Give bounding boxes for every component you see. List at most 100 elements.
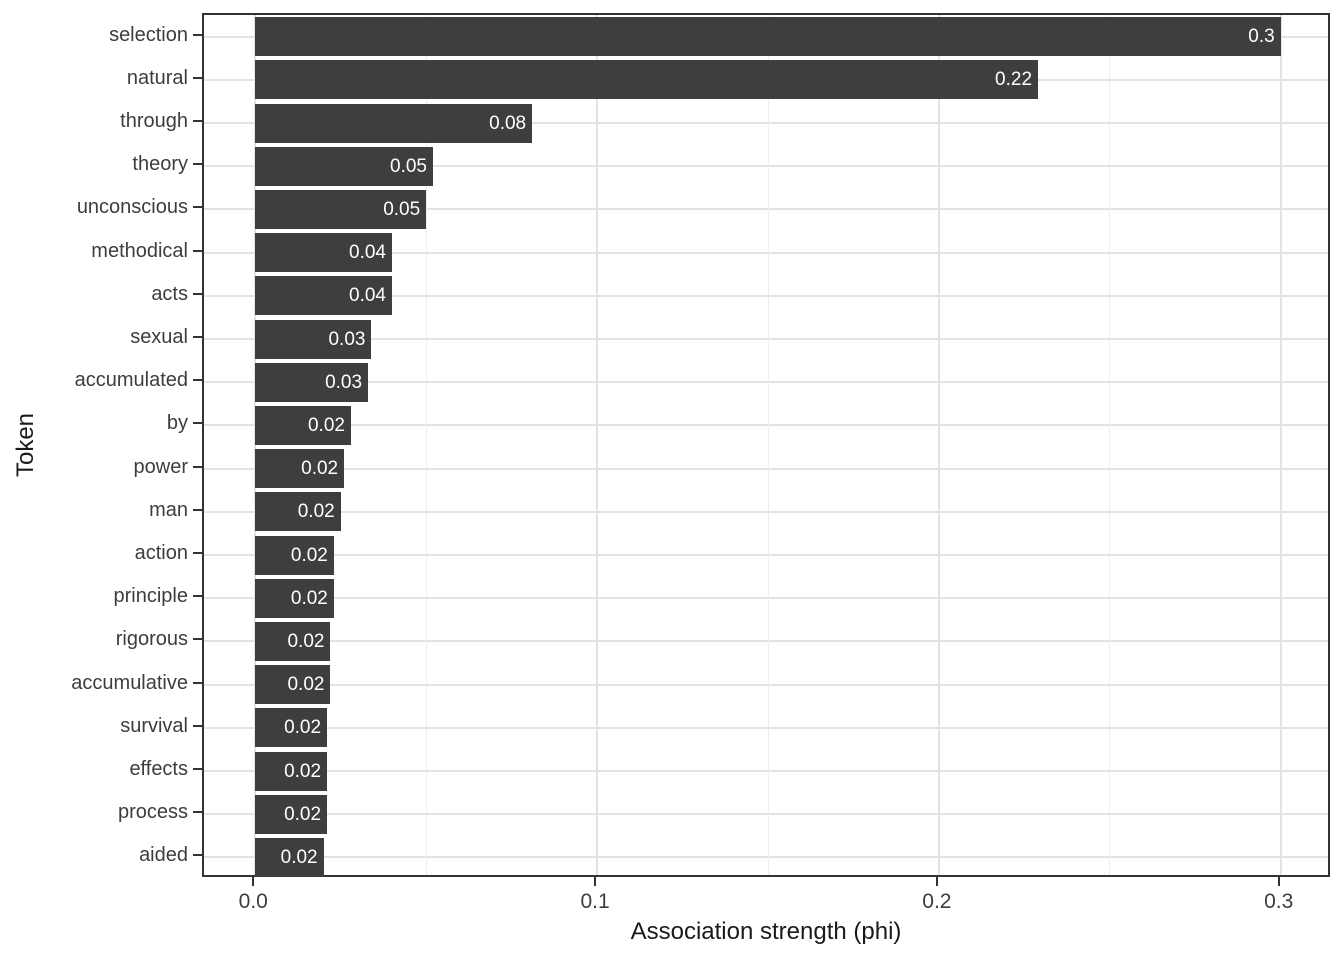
bar-value-label: 0.04 — [349, 242, 386, 264]
y-tick-label-accumulated: accumulated — [74, 369, 188, 392]
y-tick-label-methodical: methodical — [91, 239, 188, 262]
x-tick-mark — [935, 877, 938, 886]
gridline-horizontal — [204, 338, 1328, 340]
y-tick-label-aided: aided — [139, 844, 188, 867]
gridline-horizontal — [204, 726, 1328, 729]
gridline-horizontal — [204, 683, 1328, 686]
y-tick-label-selection: selection — [109, 23, 188, 46]
y-tick-mark — [193, 120, 202, 122]
bar-value-label: 0.03 — [328, 328, 366, 350]
gridline-horizontal — [204, 165, 1328, 168]
y-tick-mark — [193, 811, 202, 814]
bar-survival: 0.02 — [255, 708, 328, 748]
y-tick-label-action: action — [134, 542, 188, 564]
bar-man: 0.02 — [255, 492, 341, 532]
y-tick-mark — [193, 724, 202, 727]
bar-value-label: 0.05 — [390, 155, 427, 177]
gridline-vertical-minor — [767, 15, 769, 875]
y-tick-label-acts: acts — [151, 282, 188, 305]
bar-value-label: 0.02 — [284, 760, 322, 782]
bar-aided: 0.02 — [255, 837, 324, 877]
plot-panel: 0.3 0.22 0.08 0.05 0.05 0.04 0.04 0.03 0.03 0.02 0… — [202, 13, 1330, 877]
x-tick-mark — [594, 877, 597, 886]
bar-value-label: 0.02 — [297, 501, 335, 523]
x-axis-title: Association strength (phi) — [630, 918, 902, 945]
gridline-horizontal — [204, 510, 1328, 513]
y-tick-mark — [193, 681, 202, 684]
y-tick-mark — [193, 249, 202, 252]
gridline-horizontal — [204, 467, 1328, 470]
x-tick-label: 0.1 — [580, 890, 610, 913]
gridline-horizontal — [204, 597, 1328, 600]
y-tick-mark — [193, 768, 202, 770]
y-tick-label-process: process — [117, 801, 188, 824]
bar-value-label: 0.04 — [349, 285, 386, 307]
bar-value-label: 0.02 — [284, 717, 322, 739]
y-tick-mark — [193, 76, 202, 79]
bar-value-label: 0.02 — [287, 630, 325, 652]
gridline-horizontal — [204, 813, 1328, 816]
bar-effects: 0.02 — [255, 751, 328, 791]
y-tick-label-survival: survival — [120, 714, 188, 737]
bar-methodical: 0.04 — [255, 233, 392, 273]
y-tick-label-by: by — [166, 412, 188, 435]
x-tick-mark — [1277, 877, 1280, 886]
bar-through: 0.08 — [255, 103, 533, 143]
bar-value-label: 0.02 — [284, 803, 322, 825]
bar-principle: 0.02 — [255, 578, 334, 618]
bar-theory: 0.05 — [255, 146, 433, 186]
y-tick-label-through: through — [120, 110, 188, 132]
gridline-horizontal — [204, 294, 1328, 297]
y-tick-mark — [193, 552, 202, 554]
y-tick-mark — [193, 465, 202, 468]
y-tick-label-rigorous: rigorous — [115, 628, 188, 651]
bar-value-label: 0.02 — [290, 544, 328, 566]
gridline-vertical-major — [1279, 15, 1282, 875]
y-tick-mark — [193, 422, 202, 425]
y-tick-mark — [193, 163, 202, 166]
y-tick-mark — [193, 379, 202, 382]
y-tick-label-unconscious: unconscious — [76, 196, 188, 219]
bar-acts: 0.04 — [255, 276, 392, 316]
bar-value-label: 0.02 — [301, 458, 339, 480]
bar-value-label: 0.02 — [280, 846, 318, 868]
bar-value-label: 0.02 — [287, 674, 325, 696]
bar-value-label: 0.02 — [290, 587, 328, 609]
bar-selection: 0.3 — [255, 17, 1281, 57]
bar-value-label: 0.08 — [489, 112, 527, 134]
bar-sexual: 0.03 — [255, 319, 372, 359]
bar-unconscious: 0.05 — [255, 189, 427, 229]
x-tick-label: 0.0 — [238, 890, 268, 913]
bar-value-label: 0.05 — [383, 198, 421, 220]
y-tick-label-natural: natural — [126, 66, 188, 89]
gridline-horizontal — [204, 856, 1328, 859]
gridline-horizontal — [204, 381, 1328, 384]
bar-power: 0.02 — [255, 449, 345, 489]
y-tick-mark — [193, 508, 202, 511]
bar-action: 0.02 — [255, 535, 334, 575]
gridline-vertical-major — [596, 15, 599, 875]
gridline-horizontal — [204, 554, 1328, 556]
y-tick-mark — [193, 638, 202, 641]
y-tick-mark — [193, 292, 202, 295]
x-tick-mark — [252, 877, 255, 886]
bar-rigorous: 0.02 — [255, 621, 331, 661]
gridline-horizontal — [204, 424, 1328, 427]
y-tick-mark — [193, 336, 202, 338]
y-tick-label-effects: effects — [129, 758, 188, 780]
bar-accumulated: 0.03 — [255, 362, 369, 402]
y-tick-mark — [193, 595, 202, 598]
y-tick-label-principle: principle — [113, 585, 188, 608]
bar-value-label: 0.03 — [325, 371, 363, 393]
y-tick-mark — [193, 206, 202, 209]
bar-natural: 0.22 — [255, 60, 1039, 100]
x-tick-label: 0.2 — [922, 890, 952, 913]
gridline-vertical-minor — [425, 15, 427, 875]
bar-value-label: 0.3 — [1248, 26, 1275, 48]
bar-process: 0.02 — [255, 794, 328, 834]
x-tick-label: 0.3 — [1264, 890, 1294, 913]
y-tick-label-sexual: sexual — [130, 326, 188, 348]
bar-value-label: 0.02 — [307, 414, 345, 436]
y-tick-label-theory: theory — [132, 153, 188, 176]
